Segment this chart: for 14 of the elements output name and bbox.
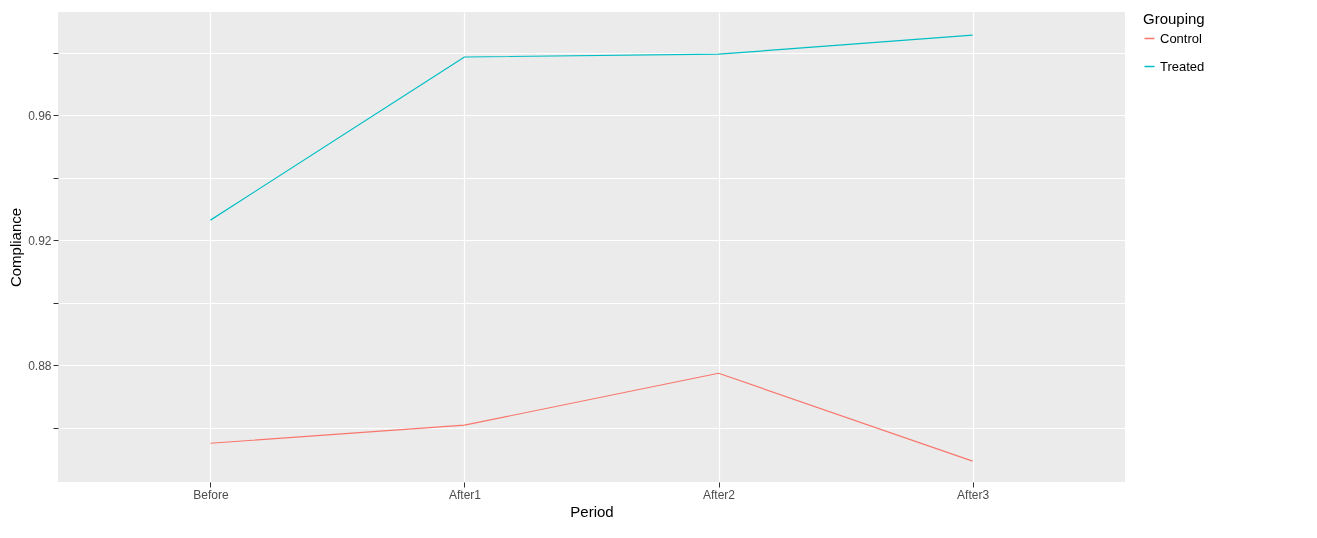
legend-label: Control bbox=[1160, 30, 1203, 46]
x-tick-label: After3 bbox=[957, 487, 990, 502]
x-tick-label: After2 bbox=[703, 487, 736, 502]
legend-label: Treated bbox=[1160, 58, 1205, 74]
y-axis-title: Compliance bbox=[7, 207, 25, 288]
line-series bbox=[209, 34, 974, 221]
y-tick-label: 0.92 bbox=[28, 233, 52, 248]
y-tick-label: 0.96 bbox=[28, 108, 52, 123]
legend-title: Grouping bbox=[1143, 10, 1205, 27]
x-axis-title: Period bbox=[570, 502, 614, 520]
y-tick-label: 0.88 bbox=[28, 358, 52, 373]
x-tick-label: Before bbox=[193, 487, 229, 502]
line-series bbox=[209, 372, 974, 462]
x-tick-label: After1 bbox=[448, 487, 482, 502]
